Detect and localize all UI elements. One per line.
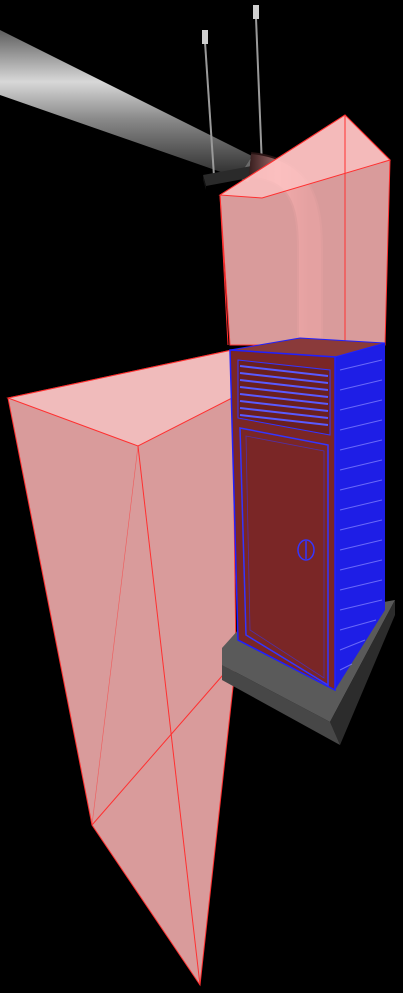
upper-bounding-volume[interactable] [218,114,391,346]
ceiling-pipe[interactable] [0,30,262,182]
door-handle-icon[interactable] [297,539,315,561]
cabinet-front[interactable] [229,349,336,692]
lower-bounding-volume[interactable] [6,349,239,987]
front-access-door[interactable] [239,427,329,687]
cabinet-side-grille[interactable] [335,343,385,690]
front-louvre-panel [237,359,331,436]
hanger-rods [202,5,263,177]
